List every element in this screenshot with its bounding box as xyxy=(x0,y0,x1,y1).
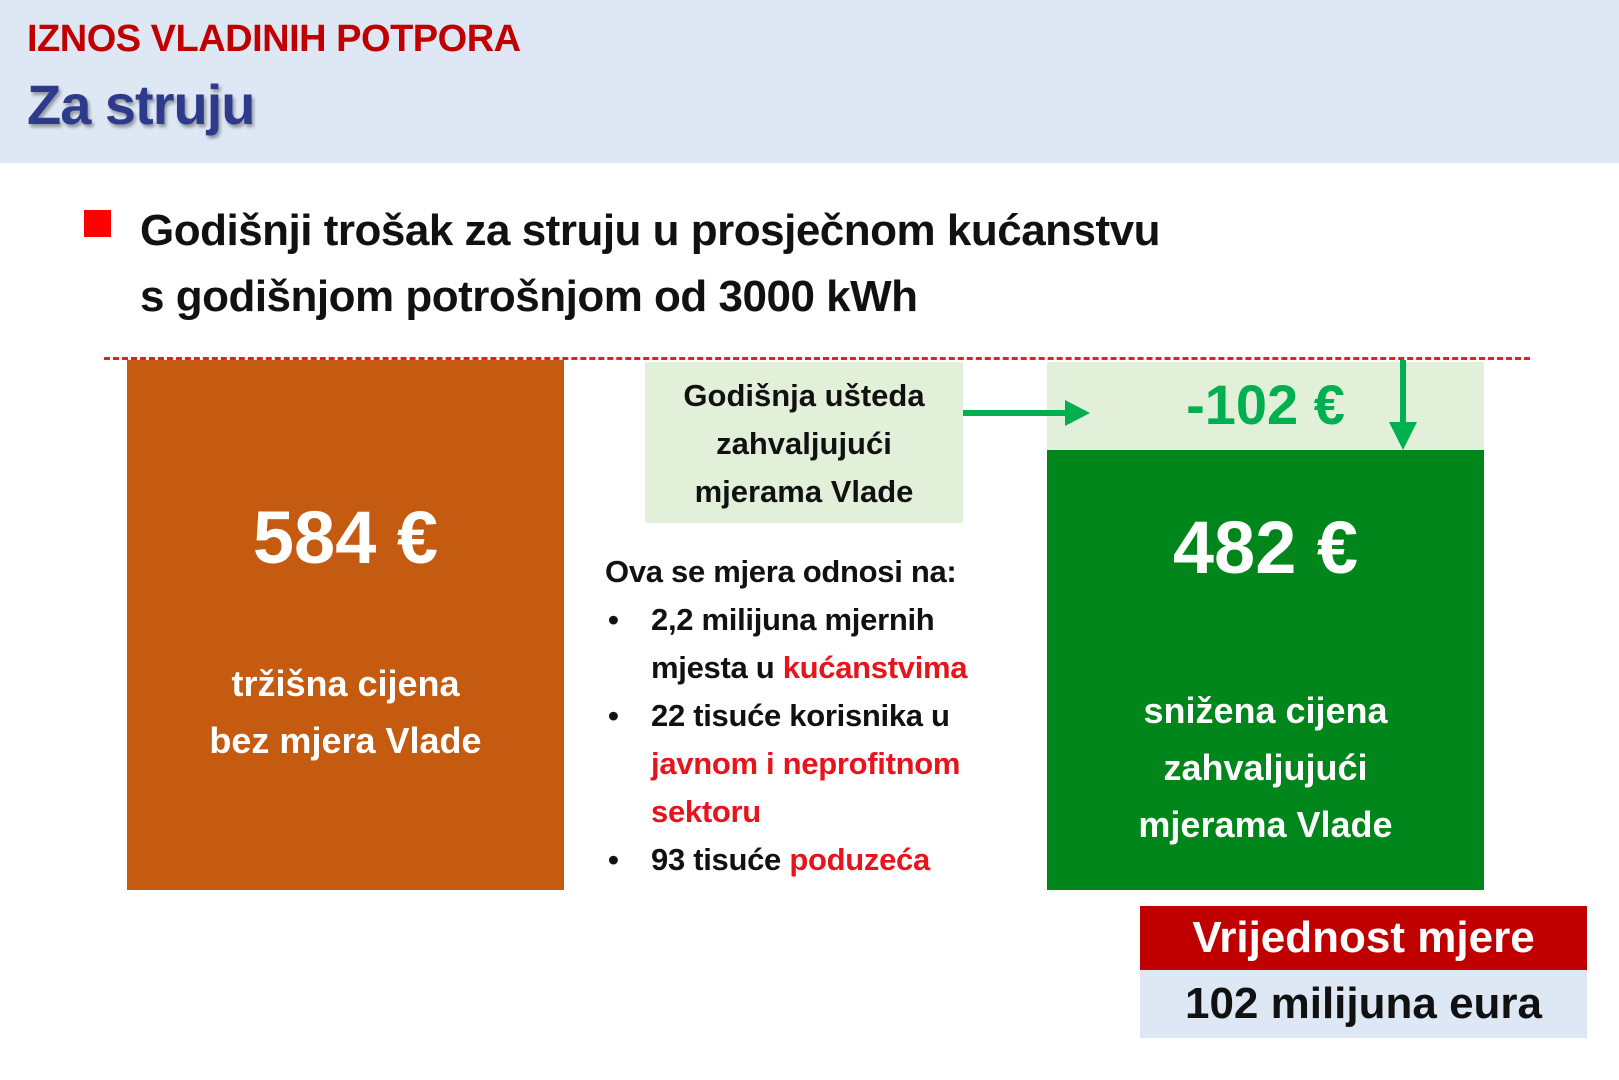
reduced-price: 482 € xyxy=(1172,506,1359,589)
list-item: • 2,2 milijuna mjernih mjesta u kućanstv… xyxy=(605,596,1005,692)
reduced-caption: snižena cijena zahvaljujući mjerama Vlad… xyxy=(1047,682,1484,853)
scope-item-2-text: 22 tisuće korisnika u xyxy=(651,698,950,733)
bullet-dot-icon: • xyxy=(608,698,619,733)
reduced-price-box: 482 € snižena cijena zahvaljujući mjeram… xyxy=(1047,450,1484,890)
savings-label-line-2: zahvaljujući xyxy=(716,426,892,461)
list-item: • 93 tisuće poduzeća xyxy=(605,836,1005,884)
reduced-caption-line-2: zahvaljujući xyxy=(1163,747,1368,788)
reference-dashed-line xyxy=(104,357,1530,360)
scope-item-1-highlight: kućanstvima xyxy=(782,650,968,685)
bullet-dot-icon: • xyxy=(608,602,619,637)
savings-label-line-3: mjerama Vlade xyxy=(694,474,914,509)
market-caption-line-1: tržišna cijena xyxy=(231,663,460,704)
reduced-caption-line-1: snižena cijena xyxy=(1143,690,1388,731)
scope-list: • 2,2 milijuna mjernih mjesta u kućanstv… xyxy=(605,596,1005,884)
market-caption-line-2: bez mjera Vlade xyxy=(209,720,482,761)
page-title: Za struju xyxy=(27,73,255,136)
scope-item-2-highlight: javnom i neprofitnom sektoru xyxy=(651,746,961,829)
savings-label-box: Godišnja ušteda zahvaljujući mjerama Vla… xyxy=(645,362,963,523)
savings-label-line-1: Godišnja ušteda xyxy=(683,378,925,413)
measure-value-amount: 102 milijuna eura xyxy=(1140,970,1587,1038)
red-square-bullet-icon xyxy=(84,210,111,237)
scope-item-3-highlight: poduzeća xyxy=(789,842,930,877)
market-caption: tržišna cijena bez mjera Vlade xyxy=(127,655,564,769)
list-item: • 22 tisuće korisnika u javnom i neprofi… xyxy=(605,692,1005,836)
scope-item-3-text: 93 tisuće xyxy=(651,842,781,877)
headline-line-1: Godišnji trošak za struju u prosječnom k… xyxy=(140,206,1161,255)
scope-item-1-text: 2,2 milijuna mjernih mjesta u xyxy=(651,602,935,685)
market-price-box: 584 € tržišna cijena bez mjera Vlade xyxy=(127,360,564,890)
bullet-dot-icon: • xyxy=(608,842,619,877)
headline-line-2: s godišnjom potrošnjom od 3000 kWh xyxy=(140,272,918,321)
headline: Godišnji trošak za struju u prosječnom k… xyxy=(140,198,1440,330)
reduced-caption-line-3: mjerama Vlade xyxy=(1138,804,1393,845)
super-title: IZNOS VLADINIH POTPORA xyxy=(27,18,521,60)
header-band xyxy=(0,0,1619,163)
savings-value: -102 € xyxy=(1186,373,1345,436)
scope-intro: Ova se mjera odnosi na: xyxy=(605,554,957,589)
measure-value-title: Vrijednost mjere xyxy=(1140,906,1587,970)
measure-scope: Ova se mjera odnosi na: • 2,2 milijuna m… xyxy=(605,548,1005,884)
market-price: 584 € xyxy=(252,496,439,579)
